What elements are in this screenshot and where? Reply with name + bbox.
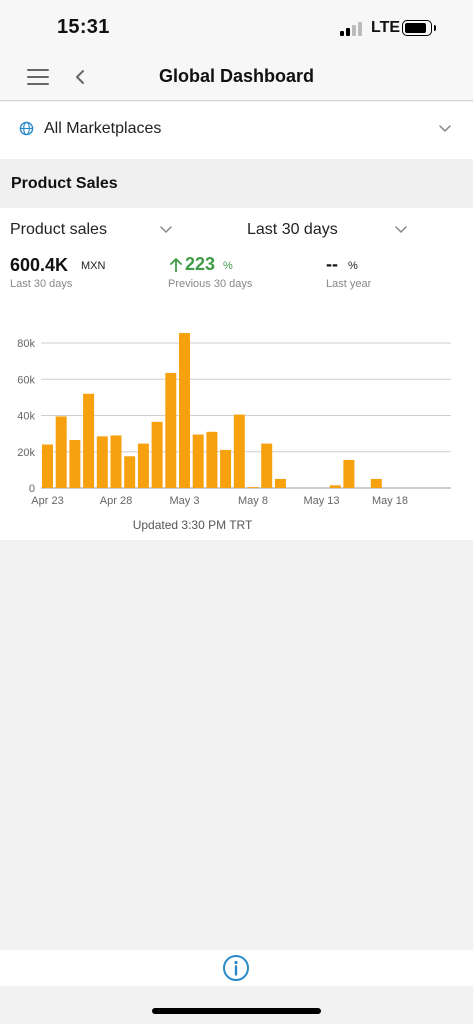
y-tick-label: 80k: [17, 338, 35, 350]
bar-may-7: [233, 414, 245, 488]
y-tick-label: 0: [29, 483, 35, 495]
x-tick-label: Apr 23: [31, 495, 63, 507]
bar-apr-25: [69, 439, 81, 488]
battery-tip: [434, 25, 436, 31]
kpi-current-label: Last 30 days: [10, 278, 73, 290]
kpi-previous-value: 223: [185, 254, 216, 274]
nav-bar: Global Dashboard: [0, 54, 473, 101]
marketplace-selector[interactable]: [0, 102, 473, 159]
bar-may-8: [247, 487, 259, 488]
signal-icon: [340, 22, 364, 36]
bar-apr-26: [83, 393, 95, 488]
metric-dropdown[interactable]: Product sales: [10, 221, 107, 238]
status-bar: [0, 0, 473, 54]
bar-apr-30: [137, 443, 149, 488]
sales-bar-chart: 0 20k 40k 60k 80k Apr 23 Apr 28 May 3 May 8 May 1…: [17, 333, 451, 507]
x-tick-label: May 3: [170, 495, 200, 507]
battery-icon: [402, 20, 432, 36]
bar-may-6: [220, 449, 232, 488]
bar-may-15: [343, 459, 355, 488]
x-tick-label: Apr 28: [100, 495, 132, 507]
updated-timestamp: Updated 3:30 PM TRT: [132, 518, 253, 532]
x-tick-label: May 18: [372, 495, 408, 507]
kpi-current-unit: MXN: [81, 260, 106, 272]
bar-may-4: [192, 434, 204, 488]
bar-may-17: [370, 478, 382, 488]
bar-may-3: [179, 333, 190, 488]
kpi-last-year-unit: %: [348, 260, 358, 272]
chevron-down-icon[interactable]: [159, 225, 173, 235]
globe-icon: [19, 121, 34, 136]
bar-apr-24: [55, 416, 67, 488]
bar-may-1: [151, 421, 163, 488]
kpi-last-year-value: --: [326, 254, 338, 274]
marketplace-label[interactable]: All Marketplaces: [44, 120, 162, 137]
period-dropdown[interactable]: Last 30 days: [247, 221, 338, 238]
back-chevron-icon[interactable]: [70, 66, 90, 88]
x-tick-label: May 13: [303, 495, 339, 507]
y-tick-label: 60k: [17, 374, 35, 386]
arrow-up-icon: [170, 258, 182, 272]
section-header: [0, 159, 473, 208]
home-indicator: [152, 1008, 321, 1014]
bar-may-9: [261, 443, 273, 488]
bar-apr-28: [110, 435, 122, 488]
bar-may-10: [274, 478, 286, 488]
y-tick-label: 20k: [17, 447, 35, 459]
chevron-down-icon[interactable]: [438, 124, 452, 134]
bar-may-14: [329, 485, 341, 488]
status-time: 15:31: [57, 16, 110, 38]
y-tick-label: 40k: [17, 411, 35, 423]
kpi-last-year-label: Last year: [326, 278, 372, 290]
network-label: LTE: [371, 19, 401, 36]
bar-may-5: [206, 431, 218, 488]
info-icon[interactable]: [222, 954, 250, 982]
chevron-down-icon[interactable]: [394, 225, 408, 235]
kpi-previous-label: Previous 30 days: [168, 278, 253, 290]
menu-icon[interactable]: [27, 69, 49, 85]
bar-apr-27: [96, 436, 108, 488]
section-title: Product Sales: [11, 175, 118, 192]
bar-apr-29: [124, 456, 136, 488]
kpi-current-value: 600.4K: [10, 255, 69, 275]
bar-may-2: [165, 372, 177, 488]
x-tick-label: May 8: [238, 495, 268, 507]
page-title: Global Dashboard: [158, 66, 315, 86]
kpi-previous-unit: %: [223, 260, 233, 272]
bar-apr-23: [42, 444, 53, 488]
